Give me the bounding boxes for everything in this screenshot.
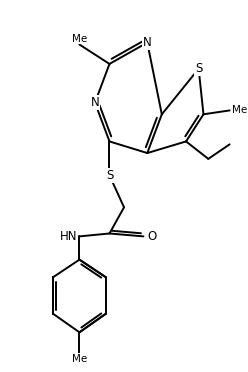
Text: Me: Me bbox=[72, 354, 87, 363]
Text: O: O bbox=[147, 230, 156, 243]
Text: Me: Me bbox=[72, 33, 87, 44]
Text: N: N bbox=[91, 96, 99, 109]
Text: N: N bbox=[143, 36, 152, 49]
Text: S: S bbox=[106, 169, 113, 182]
Text: HN: HN bbox=[60, 230, 78, 243]
Text: Me: Me bbox=[232, 105, 247, 115]
Text: S: S bbox=[195, 62, 202, 75]
